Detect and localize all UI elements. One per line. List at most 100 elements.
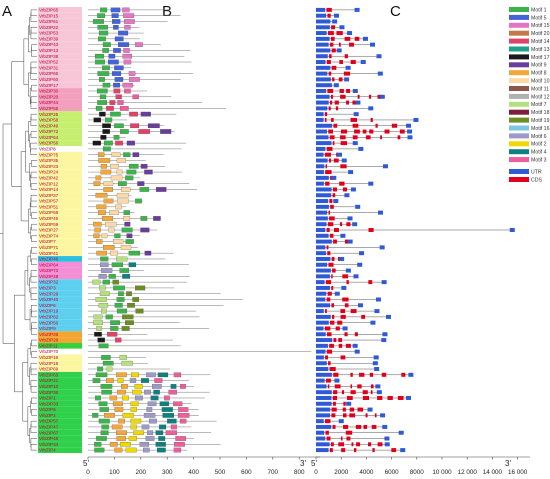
gene-label-bg — [38, 70, 82, 77]
cds-block — [338, 77, 343, 82]
motif-box — [94, 442, 102, 447]
cds-block — [327, 251, 331, 256]
cds-block — [374, 413, 377, 418]
motif-box — [173, 401, 183, 407]
cds-block — [333, 372, 339, 377]
cds-block — [327, 88, 334, 93]
gene-label-bg — [38, 18, 82, 25]
motif-box — [126, 169, 137, 175]
utr-block — [368, 106, 374, 111]
motif-box — [138, 129, 150, 134]
utr-block — [316, 164, 325, 169]
motif-box — [128, 436, 137, 441]
motif-box — [115, 94, 122, 100]
utr-block — [353, 112, 359, 117]
cds-block — [363, 424, 368, 429]
motif-box — [135, 42, 143, 47]
utr-block — [382, 164, 388, 169]
cds-block — [340, 309, 346, 314]
cds-block — [350, 117, 358, 122]
cds-block — [324, 152, 331, 157]
gene-label: VrbZIP45 — [39, 216, 59, 221]
gene-label: VrbZIP69 — [39, 367, 59, 372]
gene-label: VrbZIP72 — [39, 129, 59, 134]
cds-block — [350, 60, 356, 65]
utr-block — [316, 216, 328, 221]
motif-box — [134, 395, 143, 401]
motif-box — [101, 233, 108, 239]
utr-block — [316, 384, 327, 389]
motif-box — [97, 337, 105, 343]
motif-box — [102, 146, 111, 152]
gene-label-bg — [38, 111, 82, 118]
utr-block — [379, 245, 385, 250]
cds-block — [329, 135, 335, 140]
motif-box — [115, 140, 123, 146]
cds-block — [329, 199, 333, 204]
utr-block — [347, 239, 353, 244]
motif-box — [118, 291, 124, 297]
gene-label-bg — [38, 35, 82, 42]
cds-block — [331, 274, 333, 279]
motif-box — [101, 268, 113, 273]
utr-block — [362, 36, 368, 41]
motif-box — [132, 389, 142, 395]
gene-label-bg — [38, 447, 82, 453]
motif-box — [101, 308, 107, 314]
motif-box — [121, 395, 129, 401]
utr-block — [341, 158, 347, 163]
motif-box — [180, 384, 186, 389]
cds-block — [332, 401, 336, 406]
cds-block — [340, 129, 348, 134]
utr-block — [360, 60, 366, 65]
cds-block — [354, 332, 358, 337]
gene-label: VrbZIP5 — [39, 407, 56, 412]
legend-label: Motif 5 — [531, 15, 547, 21]
motif-box — [97, 24, 108, 30]
motif-box — [97, 100, 108, 105]
utr-block — [316, 233, 329, 238]
legend-label: Motif 8 — [531, 71, 547, 77]
cds-block — [368, 442, 372, 447]
cds-block — [352, 123, 359, 128]
cds-block — [333, 239, 337, 244]
motif-box — [140, 111, 151, 117]
cds-block — [368, 94, 372, 99]
utr-block — [316, 193, 332, 198]
motif-box — [98, 30, 109, 36]
motif-box — [100, 262, 109, 268]
motif-box — [140, 227, 150, 233]
utr-block — [316, 54, 328, 59]
utr-block — [316, 309, 324, 314]
cds-block — [332, 193, 336, 198]
gene-label-bg — [38, 192, 82, 199]
gene-label: VrbZIP70 — [39, 349, 59, 354]
utr-block — [374, 367, 380, 372]
utr-block — [353, 274, 359, 279]
cds-block — [334, 100, 339, 105]
gene-label: VrbZIP53 — [39, 31, 59, 36]
gene-label-bg — [38, 412, 82, 419]
gene-label-bg — [38, 395, 82, 401]
gene-label: VrbZIP8 — [39, 147, 56, 152]
utr-block — [316, 436, 326, 441]
utr-block — [368, 181, 374, 186]
cds-block — [338, 256, 341, 261]
cds-block — [331, 25, 336, 30]
motif-box — [93, 314, 103, 320]
legend-label: Motif 7 — [531, 102, 547, 108]
structure-axis-tick-label: 4000 — [359, 469, 374, 476]
legend-label: Motif 6 — [531, 134, 547, 140]
utr-block — [316, 378, 325, 383]
cds-block — [340, 94, 346, 99]
gene-label-bg — [38, 53, 82, 60]
motif-box — [93, 181, 101, 186]
utr-block — [339, 256, 345, 261]
motif-axis-tick-label: 800 — [294, 469, 305, 476]
utr-block — [316, 19, 331, 24]
gene-label-bg — [38, 122, 82, 129]
utr-block — [316, 77, 331, 82]
legend-swatch — [509, 46, 529, 52]
motif-box — [102, 65, 110, 71]
motif-box — [117, 378, 124, 383]
